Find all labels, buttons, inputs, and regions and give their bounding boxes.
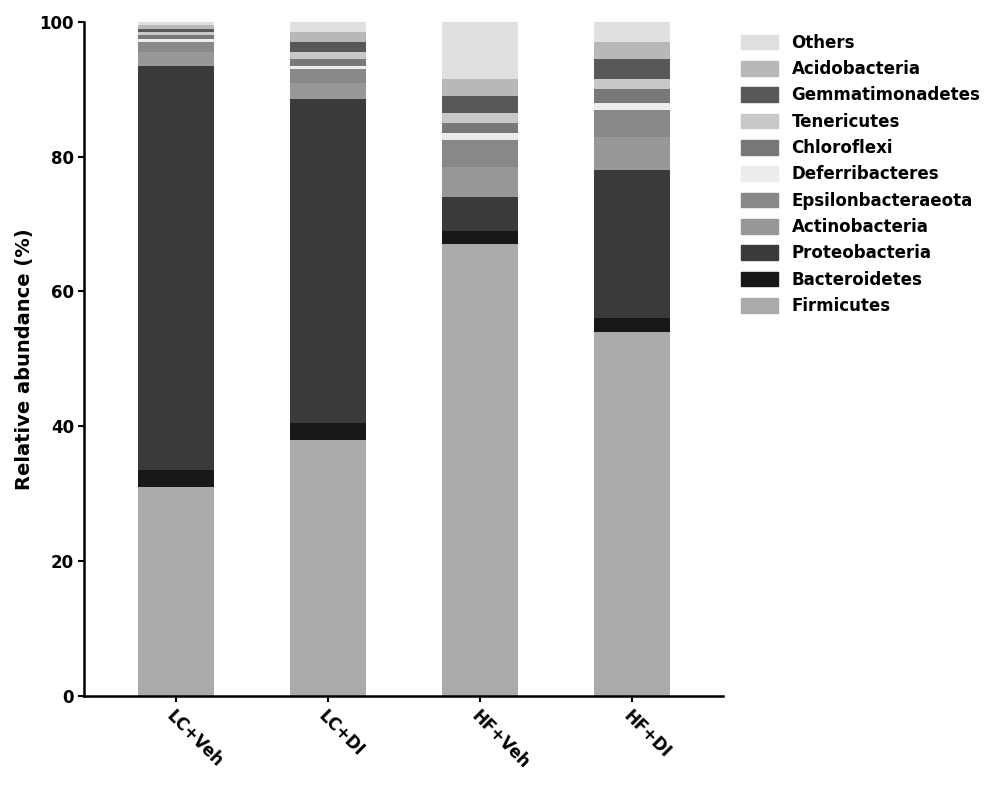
Legend: Others, Acidobacteria, Gemmatimonadetes, Tenericutes, Chloroflexi, Deferribacter: Others, Acidobacteria, Gemmatimonadetes,… bbox=[738, 31, 984, 318]
Bar bbox=[138, 487, 214, 696]
Bar bbox=[442, 140, 518, 167]
Bar bbox=[594, 90, 670, 103]
Bar bbox=[594, 332, 670, 696]
Bar bbox=[442, 198, 518, 231]
Bar bbox=[442, 133, 518, 140]
Bar bbox=[594, 79, 670, 90]
Bar bbox=[290, 423, 366, 440]
Bar bbox=[290, 69, 366, 83]
Bar bbox=[442, 15, 518, 79]
Bar bbox=[290, 52, 366, 59]
Bar bbox=[138, 52, 214, 66]
Bar bbox=[594, 319, 670, 332]
Bar bbox=[290, 59, 366, 66]
Bar bbox=[442, 123, 518, 133]
Y-axis label: Relative abundance (%): Relative abundance (%) bbox=[15, 228, 34, 490]
Bar bbox=[594, 22, 670, 42]
Bar bbox=[290, 99, 366, 423]
Bar bbox=[594, 170, 670, 319]
Bar bbox=[442, 113, 518, 123]
Bar bbox=[138, 39, 214, 42]
Bar bbox=[138, 25, 214, 29]
Bar bbox=[290, 66, 366, 69]
Bar bbox=[138, 22, 214, 25]
Bar bbox=[290, 42, 366, 52]
Bar bbox=[290, 22, 366, 32]
Bar bbox=[594, 59, 670, 79]
Bar bbox=[442, 244, 518, 696]
Bar bbox=[442, 231, 518, 244]
Bar bbox=[290, 440, 366, 696]
Bar bbox=[442, 96, 518, 113]
Bar bbox=[442, 167, 518, 198]
Bar bbox=[594, 42, 670, 59]
Bar bbox=[594, 136, 670, 170]
Bar bbox=[138, 35, 214, 39]
Bar bbox=[594, 103, 670, 109]
Bar bbox=[442, 79, 518, 96]
Bar bbox=[138, 29, 214, 32]
Bar bbox=[290, 83, 366, 99]
Bar bbox=[138, 470, 214, 487]
Bar bbox=[290, 32, 366, 42]
Bar bbox=[138, 42, 214, 52]
Bar bbox=[594, 109, 670, 136]
Bar bbox=[138, 32, 214, 35]
Bar bbox=[138, 66, 214, 470]
